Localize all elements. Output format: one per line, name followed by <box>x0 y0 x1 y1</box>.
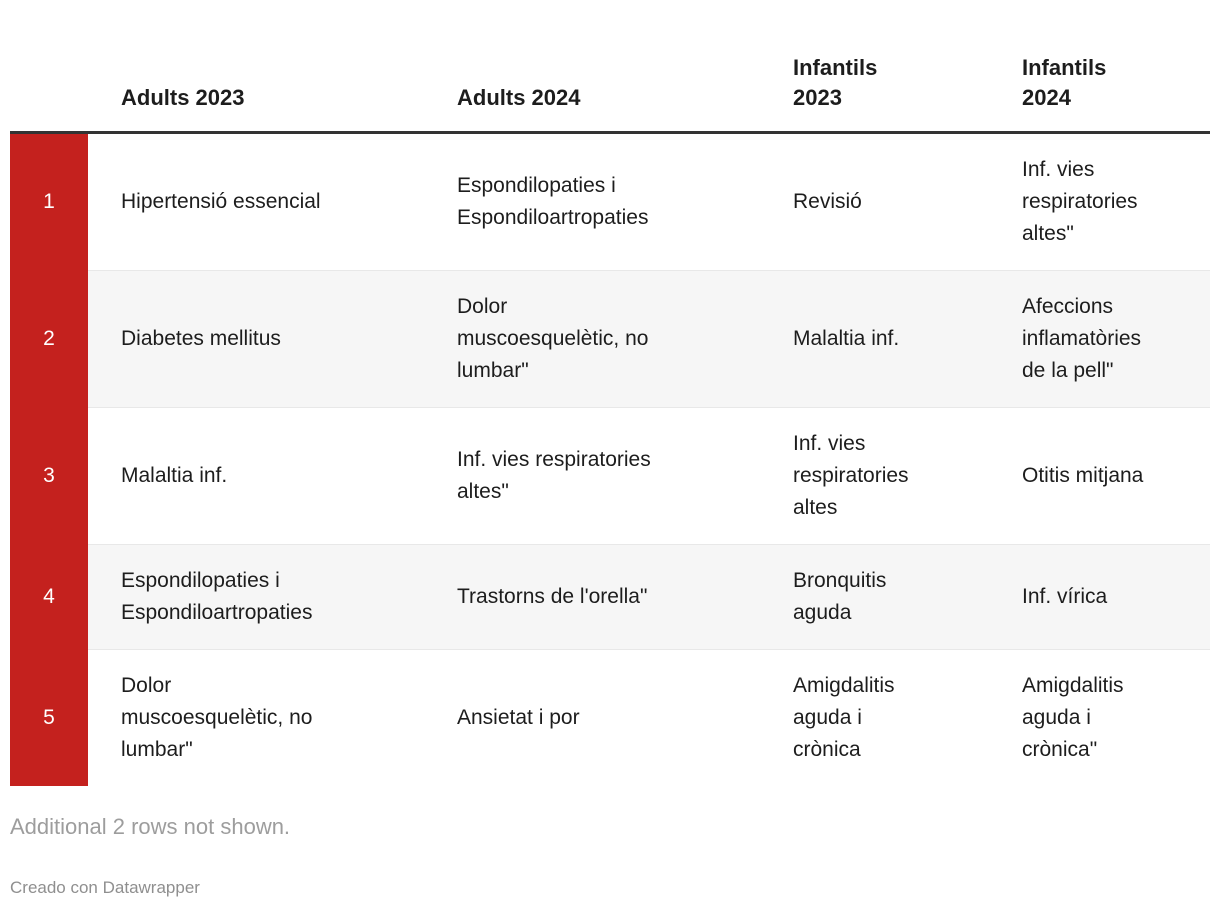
table-body: 1 Hipertensió essencial Espondilopaties … <box>10 132 1210 786</box>
cell-infantils-2023: Inf. vies respiratories altes <box>760 407 989 545</box>
table-row: 1 Hipertensió essencial Espondilopaties … <box>10 132 1210 271</box>
cell-adults-2023: Hipertensió essencial <box>121 190 321 213</box>
cell-infantils-2023: Malaltia inf. <box>760 270 989 408</box>
rank-cell: 2 <box>10 270 88 408</box>
table-row: 2 Diabetes mellitus Dolor muscoesquelèti… <box>10 270 1210 408</box>
table-row: 3 Malaltia inf. Inf. vies respiratories … <box>10 407 1210 545</box>
cell-adults-2024: Ansietat i por <box>424 649 760 786</box>
column-header-infantils-2024-label: Infantils 2024 <box>1022 55 1107 110</box>
header-row: Adults 2023 Adults 2024 Infantils 2023 I… <box>10 0 1210 134</box>
cell-adults-2023: Malaltia inf. <box>88 407 424 545</box>
diagnoses-table: Adults 2023 Adults 2024 Infantils 2023 I… <box>10 0 1210 786</box>
cell-infantils-2023: Amigdalitis aguda i crònica <box>760 649 989 786</box>
column-header-infantils-2023-label: Infantils 2023 <box>793 55 878 110</box>
cell-adults-2023: Espondilopaties i Espondiloartropaties <box>88 544 424 650</box>
cell-infantils-2023: Revisió <box>793 190 862 213</box>
table-header: Adults 2023 Adults 2024 Infantils 2023 I… <box>10 0 1210 134</box>
column-header-infantils-2023: Infantils 2023 <box>760 0 989 134</box>
column-header-adults-2023: Adults 2023 <box>88 0 424 134</box>
column-header-adults-2024: Adults 2024 <box>424 0 760 134</box>
table-row: 4 Espondilopaties i Espondiloartropaties… <box>10 544 1210 650</box>
rank-cell: 5 <box>10 649 88 786</box>
rank-cell: 1 <box>10 132 88 271</box>
cell-adults-2023: Diabetes mellitus <box>88 270 424 408</box>
cell-infantils-2024: Amigdalitis aguda i crònica" <box>989 649 1210 786</box>
cell-adults-2024: Espondilopaties i Espondiloartropaties <box>457 174 649 229</box>
table-row: 5 Dolor muscoesquelètic, no lumbar" Ansi… <box>10 649 1210 786</box>
rank-cell: 4 <box>10 544 88 650</box>
cell-adults-2024: Dolor muscoesquelètic, no lumbar" <box>424 270 760 408</box>
cell-infantils-2024: Inf. vírica <box>989 544 1210 650</box>
cell-infantils-2024: Inf. vies respiratories altes" <box>1022 158 1138 245</box>
cell-adults-2023: Dolor muscoesquelètic, no lumbar" <box>88 649 424 786</box>
column-header-infantils-2024: Infantils 2024 <box>989 0 1210 134</box>
cell-infantils-2024: Otitis mitjana <box>989 407 1210 545</box>
cell-infantils-2024: Afeccions inflamatòries de la pell" <box>989 270 1210 408</box>
cell-adults-2024: Trastorns de l'orella" <box>424 544 760 650</box>
column-header-rank <box>10 0 88 134</box>
rows-not-shown-note: Additional 2 rows not shown. <box>10 814 291 839</box>
cell-infantils-2023: Bronquitis aguda <box>760 544 989 650</box>
cell-adults-2024: Inf. vies respiratories altes" <box>424 407 760 545</box>
rank-cell: 3 <box>10 407 88 545</box>
datawrapper-attribution: Creado con Datawrapper <box>10 878 200 897</box>
